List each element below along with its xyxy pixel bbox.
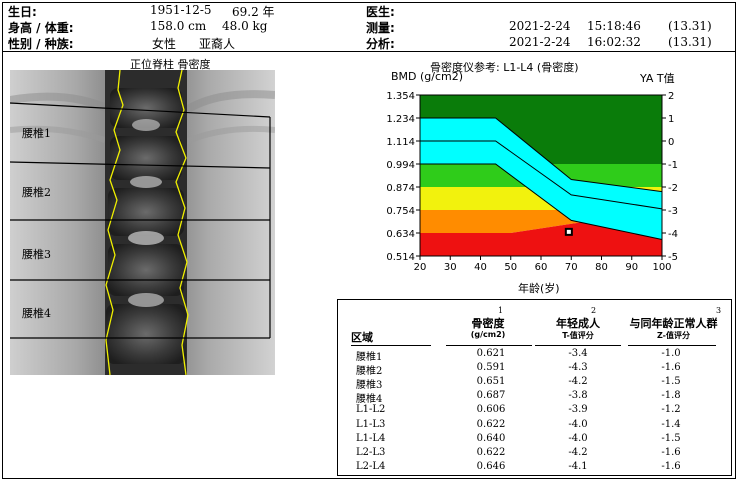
row-t-score: -3.9 [568, 404, 588, 416]
table-row: 腰椎3 0.651 -4.2 -1.5 [338, 376, 731, 392]
measured-time: 15:18:46 [587, 19, 641, 33]
row-t-score: -4.0 [568, 432, 588, 444]
row-z-score: -1.6 [661, 460, 681, 472]
row-region: L1-L2 [356, 404, 386, 416]
header-underline-t [535, 345, 621, 346]
row-bmd: 0.651 [476, 376, 506, 388]
row-region: 腰椎1 [356, 352, 383, 363]
row-t-score: -3.4 [568, 348, 588, 359]
vertebra-bodies [106, 88, 186, 364]
birth-label: 生日: [8, 5, 37, 19]
analyzed-version: (13.31) [668, 35, 712, 49]
weight-value: 48.0 kg [222, 19, 268, 33]
row-region: L1-L3 [356, 418, 386, 430]
col-header-region: 区域 [351, 331, 373, 344]
table-row: 腰椎1 0.621 -3.4 -1.0 [338, 348, 731, 363]
roi-lines [10, 102, 271, 339]
spine-scan-image [10, 70, 275, 375]
footnote-3: 3 [716, 306, 722, 315]
table-row: L1-L3 0.622 -4.0 -1.4 [338, 419, 731, 433]
birth-date: 1951-12-5 [150, 3, 212, 17]
row-bmd: 0.621 [476, 348, 506, 359]
roi-label-l1: 腰椎1 [22, 127, 51, 140]
footnote-2: 2 [591, 306, 597, 315]
col-header-age-matched: 与同年龄正常人群 [629, 317, 718, 330]
header-underline-bmd [446, 345, 532, 346]
row-z-score: -1.6 [661, 362, 681, 374]
table-row: L1-L2 0.606 -3.9 -1.2 [338, 404, 731, 418]
row-region: 腰椎4 [356, 394, 383, 406]
spine-scan-graphic [10, 70, 275, 375]
measured-version: (13.31) [668, 19, 712, 33]
row-t-score: -4.1 [568, 460, 588, 472]
measured-label: 测量: [366, 21, 395, 35]
row-bmd: 0.622 [476, 418, 506, 430]
doctor-label: 医生: [366, 5, 395, 19]
right-bone-edge [175, 70, 189, 375]
row-z-score: -1.2 [661, 404, 681, 416]
row-bmd: 0.687 [476, 390, 506, 402]
sex-value: 女性 [152, 37, 177, 51]
roi-label-l4: 腰椎4 [22, 307, 51, 320]
height-value: 158.0 cm [150, 19, 207, 33]
analyzed-date: 2021-2-24 [509, 35, 571, 49]
header-underline-z [628, 345, 716, 346]
row-region: L2-L3 [356, 446, 386, 458]
col-header-young-adult: 年轻成人 [556, 317, 600, 330]
results-table: 区域 骨密度 (g/cm2) 1 年轻成人 T-值评分 2 与同年龄正常人群 Z… [337, 299, 732, 476]
patient-header: 生日: 1951-12-5 69.2 年 身高 / 体重: 158.0 cm 4… [2, 2, 736, 52]
table-row: 腰椎2 0.591 -4.3 -1.6 [338, 362, 731, 378]
row-t-score: -4.2 [568, 376, 588, 388]
height-weight-label: 身高 / 体重: [8, 21, 74, 35]
row-bmd: 0.622 [476, 446, 506, 458]
y-axis-label: BMD (g/cm2) [391, 70, 464, 83]
row-z-score: -1.5 [661, 432, 681, 444]
row-z-score: -1.5 [661, 376, 681, 388]
row-t-score: -4.2 [568, 446, 588, 458]
row-region: L2-L4 [356, 460, 386, 472]
row-t-score: -4.0 [568, 418, 588, 430]
col-header-z-score: Z-值评分 [657, 331, 690, 340]
header-underline-region [351, 345, 431, 346]
row-bmd: 0.591 [476, 362, 506, 374]
scan-title: 正位脊柱 骨密度 [130, 58, 211, 71]
row-z-score: -1.6 [661, 446, 681, 458]
row-region: 腰椎2 [356, 366, 383, 378]
analyzed-label: 分析: [366, 37, 395, 51]
table-row: L1-L4 0.640 -4.0 -1.5 [338, 433, 731, 447]
row-z-score: -1.0 [661, 348, 681, 359]
chart-title: 骨密度仪参考: L1-L4 (骨密度) [430, 61, 579, 74]
age-value: 69.2 年 [232, 5, 275, 19]
col-header-bmd-unit: (g/cm2) [470, 330, 506, 339]
col-header-bmd: 骨密度 [471, 317, 505, 330]
row-region: 腰椎3 [356, 380, 383, 392]
footnote-1: 1 [498, 306, 504, 315]
left-bone-edge [105, 70, 124, 375]
sex-race-label: 性别 / 种族: [8, 37, 74, 51]
table-row: 腰椎4 0.687 -3.8 -1.8 [338, 390, 731, 406]
measured-date: 2021-2-24 [509, 19, 571, 33]
col-header-t-score: T-值评分 [562, 331, 594, 340]
roi-label-l2: 腰椎2 [22, 186, 51, 199]
row-t-score: -3.8 [568, 390, 588, 402]
table-row: L2-L4 0.646 -4.1 -1.6 [338, 461, 731, 475]
row-z-score: -1.8 [661, 390, 681, 402]
row-region: L1-L4 [356, 432, 386, 444]
roi-label-l3: 腰椎3 [22, 248, 51, 261]
row-bmd: 0.606 [476, 404, 506, 416]
race-value: 亚裔人 [199, 37, 236, 51]
x-axis-label: 年龄(岁) [518, 282, 560, 295]
analyzed-time: 16:02:32 [587, 35, 641, 49]
table-row: L2-L3 0.622 -4.2 -1.6 [338, 447, 731, 461]
row-bmd: 0.646 [476, 460, 506, 472]
y2-axis-label: YA T值 [640, 72, 675, 85]
row-bmd: 0.640 [476, 432, 506, 444]
row-z-score: -1.4 [661, 418, 681, 430]
row-t-score: -4.3 [568, 362, 588, 374]
